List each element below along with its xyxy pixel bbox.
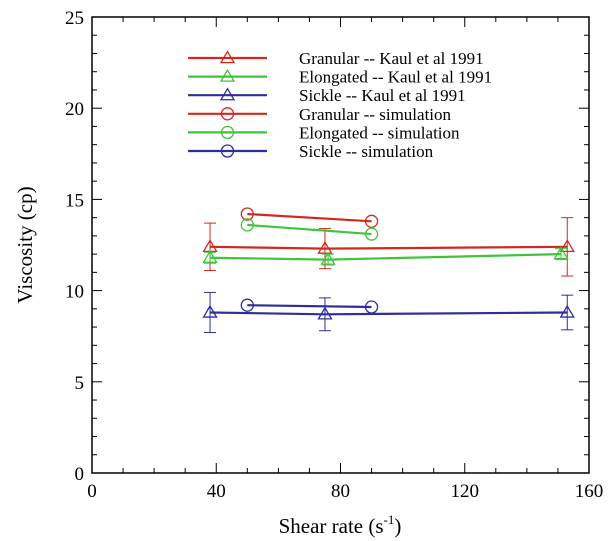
legend-entry: Sickle -- simulation (188, 142, 434, 161)
data-point-marker (364, 227, 379, 241)
y-tick-label: 0 (75, 464, 85, 485)
series-line (210, 253, 562, 261)
y-tick-label: 10 (65, 282, 84, 303)
series-5 (240, 298, 379, 314)
data-point-marker (317, 240, 333, 254)
y-tick-label: 15 (65, 190, 84, 211)
data-point-marker (320, 251, 336, 265)
data-point-marker (240, 207, 254, 221)
legend-label: Elongated -- simulation (299, 123, 460, 142)
series-1 (202, 246, 569, 266)
data-point-marker (240, 298, 254, 312)
data-point-marker (202, 249, 218, 263)
legend-entry: Elongated -- Kaul et al 1991 (188, 68, 492, 87)
legend-entry: Elongated -- simulation (188, 123, 460, 142)
legend-entry: Granular -- simulation (188, 105, 452, 124)
legend-label: Sickle -- simulation (299, 142, 434, 161)
y-tick-label: 25 (65, 8, 84, 29)
y-tick-label: 20 (65, 99, 84, 120)
data-point-marker (317, 306, 333, 320)
series-4 (240, 218, 379, 241)
y-tick-label: 5 (75, 373, 85, 394)
series-line (210, 245, 568, 250)
x-tick-label: 40 (207, 481, 226, 502)
y-axis: 0 5 10 15 20 25 (65, 8, 589, 485)
legend-swatch-marker (220, 107, 235, 121)
x-axis-title-superscript: -1 (384, 512, 395, 527)
series-2 (202, 291, 575, 334)
x-axis-title-main: Shear rate (s (279, 514, 384, 538)
legend-entry: Sickle -- Kaul et al 1991 (188, 86, 466, 105)
data-point-marker (553, 246, 569, 260)
data-point-marker (559, 239, 575, 253)
legend-entry: Granular -- Kaul et al 1991 (188, 49, 484, 68)
data-point-marker (559, 304, 575, 318)
legend-label: Granular -- Kaul et al 1991 (299, 49, 484, 68)
y-axis-title: Viscosity (cp) (13, 186, 37, 303)
legend-label: Elongated -- Kaul et al 1991 (299, 68, 492, 87)
data-point-marker (240, 218, 254, 232)
series-0 (202, 217, 575, 277)
legend-swatch-marker (220, 144, 235, 158)
x-tick-label: 160 (575, 481, 604, 502)
series-line (247, 304, 372, 309)
series-line (247, 223, 372, 236)
legend-swatch-marker (219, 50, 236, 64)
x-tick-label: 80 (331, 481, 350, 502)
x-axis: 0 40 80 120 160 (87, 17, 603, 502)
x-tick-label: 0 (87, 481, 97, 502)
x-axis-title: Shear rate (s-1) (279, 512, 402, 538)
series-3 (240, 207, 379, 228)
x-axis-title-close: ) (394, 514, 401, 538)
x-tick-label: 120 (451, 481, 480, 502)
data-point-marker (202, 304, 218, 318)
data-point-marker (364, 300, 379, 314)
legend-swatch-marker (219, 68, 236, 82)
data-point-marker (364, 214, 379, 228)
series-line (210, 311, 568, 316)
legend-label: Sickle -- Kaul et al 1991 (299, 86, 466, 105)
legend-swatch-marker (219, 87, 236, 101)
legend-label: Granular -- simulation (299, 105, 452, 124)
series-layer (202, 207, 575, 334)
series-line (247, 212, 372, 223)
legend-swatch-marker (220, 125, 235, 140)
